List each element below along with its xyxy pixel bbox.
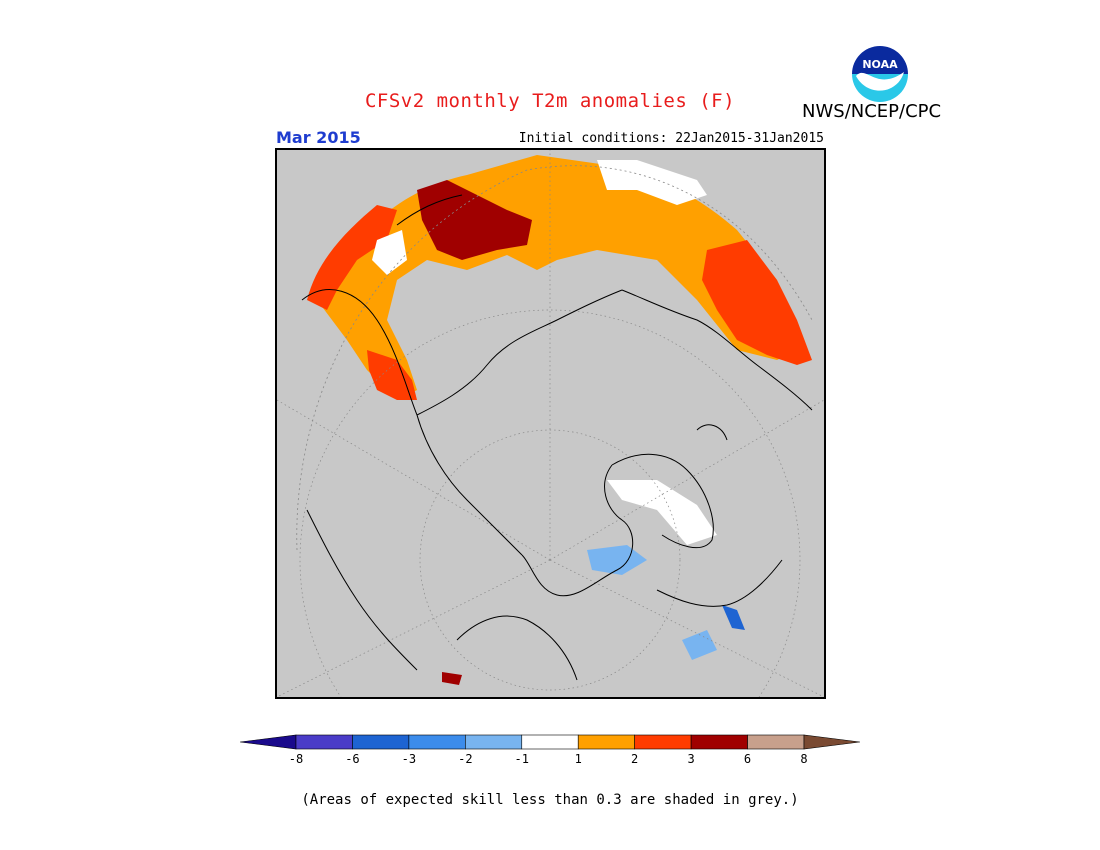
colorbar-tick-label: 8 bbox=[800, 752, 808, 766]
anomaly-region-neutral-white-2 bbox=[372, 230, 407, 275]
polar-map bbox=[275, 148, 826, 699]
colorbar-bin bbox=[634, 734, 692, 750]
colorbar-tick-label: -1 bbox=[514, 752, 529, 766]
anomaly-region-warm-red bbox=[307, 205, 397, 310]
logo-wordmark: NOAA bbox=[862, 58, 898, 71]
colorbar-tick-label: 6 bbox=[743, 752, 752, 766]
anomaly-region-warm-dark-red bbox=[417, 180, 532, 260]
colorbar-tick-label: -6 bbox=[345, 752, 360, 766]
anomaly-region-cool-dark-blue bbox=[722, 605, 745, 630]
anomaly-region-cool-blue bbox=[587, 545, 647, 575]
anomaly-region-cool-blue-3 bbox=[682, 630, 717, 660]
chart-title: CFSv2 monthly T2m anomalies (F) bbox=[364, 90, 736, 112]
anomaly-region-neutral-white bbox=[597, 160, 707, 205]
colorbar-bin bbox=[521, 734, 579, 750]
colorbar-bin bbox=[352, 734, 410, 750]
colorbar-bin bbox=[295, 734, 353, 750]
colorbar-tick-label: -8 bbox=[288, 752, 304, 766]
colorbar-bin bbox=[240, 734, 297, 750]
coastlines bbox=[301, 194, 813, 681]
colorbar-bin bbox=[690, 734, 748, 750]
footnote: (Areas of expected skill less than 0.3 a… bbox=[301, 792, 799, 808]
anomaly-region-white-greenland bbox=[607, 480, 717, 545]
colorbar-bin bbox=[577, 734, 635, 750]
colorbar-tick-label: 2 bbox=[631, 752, 639, 766]
hemisphere-edge bbox=[296, 165, 813, 551]
colorbar-tick-label: -2 bbox=[458, 752, 473, 766]
anomaly-shading bbox=[307, 155, 812, 685]
agency-label: NWS/NCEP/CPC bbox=[802, 101, 942, 122]
valid-month: Mar 2015 bbox=[276, 128, 361, 147]
colorbar bbox=[240, 734, 860, 750]
colorbar-bin bbox=[408, 734, 466, 750]
graticule bbox=[277, 150, 824, 697]
colorbar-bin bbox=[803, 734, 860, 750]
colorbar-bin bbox=[465, 734, 523, 750]
anomaly-region-warm-spot bbox=[442, 672, 462, 685]
anomaly-region-warm-red-east bbox=[702, 240, 812, 365]
anomaly-region-warm-red-siberia bbox=[367, 350, 417, 400]
initial-conditions: Initial conditions: 22Jan2015-31Jan2015 bbox=[518, 131, 824, 146]
colorbar-tick-label: 3 bbox=[687, 752, 695, 766]
map-canvas bbox=[277, 150, 824, 697]
colorbar-tick-label: 1 bbox=[574, 752, 582, 766]
noaa-logo: NOAA bbox=[849, 43, 911, 105]
colorbar-bin bbox=[747, 734, 805, 750]
colorbar-tick-label: -3 bbox=[401, 752, 417, 766]
